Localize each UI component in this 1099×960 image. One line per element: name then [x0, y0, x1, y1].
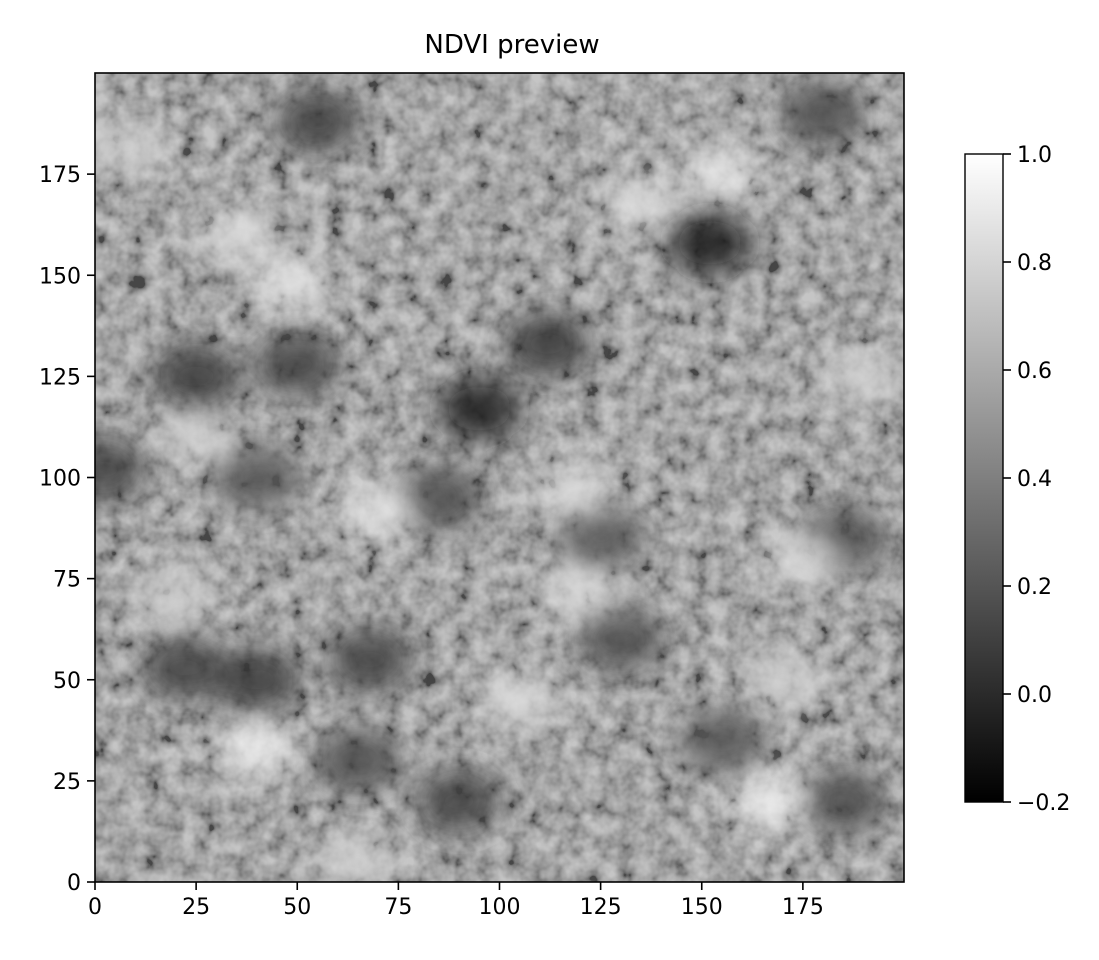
heatmap-dark-region	[781, 81, 866, 146]
heatmap-bright-region	[764, 532, 841, 585]
x-tick-label: 50	[283, 895, 311, 920]
heatmap-dark-region	[315, 728, 400, 793]
colorbar-tick-label: 0.2	[1017, 575, 1052, 600]
colorbar-tick-label: −0.2	[1017, 791, 1070, 816]
heatmap-dark-region	[558, 506, 643, 571]
y-tick-label: 125	[39, 365, 81, 390]
heatmap-image	[95, 73, 904, 882]
x-tick-label: 75	[384, 895, 412, 920]
heatmap-bright-region	[603, 176, 680, 229]
colorbar-tick-label: 0.8	[1017, 251, 1052, 276]
colorbar-tick-label: 1.0	[1017, 143, 1052, 168]
colorbar-ticks: −0.2 0.0 0.2 0.4 0.6 0.8 1.0	[1003, 143, 1070, 816]
x-tick-label: 150	[681, 895, 723, 920]
heatmap-bright-region	[683, 148, 760, 201]
heatmap-bright-region	[340, 483, 417, 536]
heatmap-dark-region	[95, 437, 146, 502]
colorbar-tick-label: 0.0	[1017, 683, 1052, 708]
y-tick-label: 175	[39, 163, 81, 188]
heatmap-dark-region	[801, 769, 886, 834]
heatmap-bright-region	[744, 653, 821, 706]
y-tick-label: 100	[39, 467, 81, 492]
heatmap-dark-region	[275, 89, 360, 154]
heatmap-dark-region	[141, 635, 226, 700]
heatmap-dark-region	[214, 445, 299, 510]
heatmap-bright-region	[542, 564, 619, 617]
x-tick-label: 175	[782, 895, 824, 920]
heatmap-bright-region	[218, 722, 295, 775]
y-tick-label: 150	[39, 264, 81, 289]
heatmap-dark-region	[506, 312, 591, 377]
heatmap-bright-regions	[95, 119, 902, 882]
heatmap-bright-region	[481, 673, 558, 726]
heatmap-bright-region	[95, 119, 166, 172]
colorbar: −0.2 0.0 0.2 0.4 0.6 0.8 1.0	[964, 143, 1070, 816]
x-axis: 0 25 50 75 100 125 150 175	[88, 882, 824, 920]
heatmap-dark-region	[255, 332, 340, 397]
chart-title: NDVI preview	[424, 30, 599, 60]
y-tick-label: 50	[53, 669, 81, 694]
colorbar-gradient	[964, 153, 1004, 803]
heatmap-dark-region	[679, 708, 764, 773]
heatmap-dark-region	[578, 607, 663, 672]
heatmap-dark-region	[328, 627, 413, 692]
y-axis: 0 25 50 75 100 125 150 175	[39, 163, 95, 896]
heatmap-dark-region	[667, 210, 752, 275]
heatmap-bright-region	[319, 835, 396, 882]
heatmap-dark-regions	[95, 81, 886, 834]
y-tick-label: 75	[53, 568, 81, 593]
heatmap-bright-region	[534, 463, 611, 516]
heatmap-dark-region	[396, 465, 481, 530]
y-tick-label: 0	[67, 871, 81, 896]
heatmap-bright-region	[825, 350, 902, 403]
heatmap-dark-region	[214, 647, 299, 712]
x-tick-label: 0	[88, 895, 102, 920]
y-tick-label: 25	[53, 770, 81, 795]
heatmap-dark-region	[437, 376, 522, 441]
heatmap-bright-region	[732, 775, 809, 828]
x-tick-label: 100	[479, 895, 521, 920]
heatmap-bright-region	[137, 572, 214, 625]
heatmap-dark-region	[154, 344, 239, 409]
x-tick-label: 125	[580, 895, 622, 920]
heatmap-dark-region	[417, 769, 502, 834]
heatmap-bright-region	[158, 411, 235, 464]
colorbar-tick-label: 0.6	[1017, 359, 1052, 384]
heatmap-bright-region	[251, 257, 328, 310]
colorbar-tick-label: 0.4	[1017, 467, 1052, 492]
heatmap-bright-region	[198, 208, 275, 261]
x-tick-label: 25	[182, 895, 210, 920]
